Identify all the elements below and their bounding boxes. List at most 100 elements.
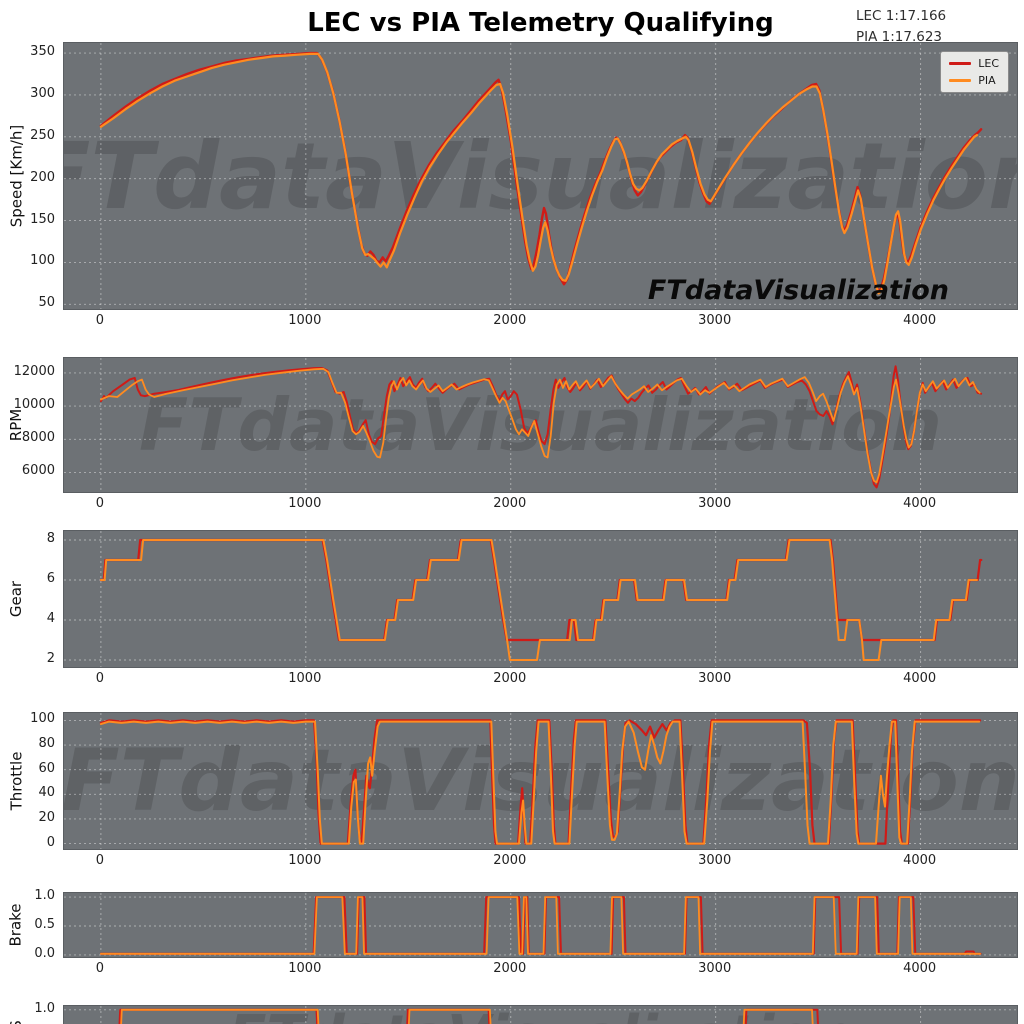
series-pia-speed: [99, 52, 979, 295]
chart-svg-drs: [64, 1006, 1017, 1024]
laptime-pia: PIA 1:17.623: [856, 28, 943, 45]
x-tick-labels-brake: 0 1000 2000 3000 4000: [63, 958, 1018, 978]
y-tick-speed-50: 50: [38, 295, 55, 311]
x-tick-3000: 3000: [698, 496, 732, 511]
x-tick-0: 0: [95, 496, 105, 511]
x-tick-4000: 4000: [903, 313, 937, 328]
chart-svg-rpm: [64, 358, 1017, 492]
x-tick-2000: 2000: [493, 961, 527, 976]
y-tick-rpm-10000: 10000: [13, 397, 55, 413]
y-tick-gear-8: 8: [46, 531, 55, 546]
x-tick-labels-speed: 0 1000 2000 3000 4000: [63, 310, 1018, 330]
y-tick-rpm-8000: 8000: [21, 430, 55, 446]
plot-area-drs: FTdataVisualization: [63, 1005, 1018, 1024]
x-tick-0: 0: [95, 853, 105, 868]
laptime-annotation: LEC 1:17.166 PIA 1:17.623: [856, 6, 946, 48]
y-tick-throttle-0: 0: [46, 834, 55, 850]
x-tick-4000: 4000: [903, 853, 937, 868]
y-tick-throttle-20: 20: [38, 809, 55, 825]
y-tick-speed-150: 150: [30, 211, 55, 227]
y-tick-speed-200: 200: [30, 169, 55, 185]
plot-area-gear: [63, 530, 1018, 668]
x-tick-2000: 2000: [493, 313, 527, 328]
panel-gear: Gear 2 4 6 8 0 1000 2000 3000 4000: [7, 530, 1018, 686]
laptime-lec: LEC 1:17.166: [856, 8, 947, 24]
x-tick-1000: 1000: [288, 671, 322, 686]
y-tick-rpm-12000: 12000: [13, 363, 55, 379]
x-tick-labels-gear: 0 1000 2000 3000 4000: [63, 668, 1018, 688]
y-tick-speed-100: 100: [30, 253, 55, 269]
y-tick-speed-350: 350: [30, 44, 55, 60]
x-tick-1000: 1000: [288, 313, 322, 328]
y-axis-label-gear: Gear: [7, 580, 25, 618]
x-tick-labels-throttle: 0 1000 2000 3000 4000: [63, 850, 1018, 870]
plot-area-brake: [63, 892, 1018, 958]
legend-label: LEC: [978, 57, 999, 70]
panel-speed: Speed [Km/h] FTdataVisualization LEC PIA FTd…: [7, 42, 1018, 328]
y-tick-speed-250: 250: [30, 127, 55, 143]
panel-brake: Brake 0.0 0.5 1.0 0 1000 2000 3000 4000: [7, 888, 1018, 976]
chart-svg-gear: [64, 531, 1017, 667]
y-tick-brake-0.5: 0.5: [34, 917, 55, 932]
series-lec-gear: [99, 538, 983, 642]
watermark-solid-text: FTdataVisualization: [647, 275, 949, 306]
y-tick-throttle-100: 100: [30, 711, 55, 727]
legend-item-lec: LEC: [949, 57, 999, 70]
legend: LEC PIA: [940, 51, 1009, 93]
chart-svg-throttle: [64, 713, 1017, 849]
series-lec-brake: [99, 896, 982, 955]
plot-area-rpm: FTdataVisualization: [63, 357, 1018, 493]
y-tick-drs-1.0: 1.0: [34, 1000, 55, 1016]
legend-item-pia: PIA: [949, 74, 999, 87]
series-lec-throttle: [99, 719, 982, 845]
x-tick-labels-rpm: 0 1000 2000 3000 4000: [63, 493, 1018, 513]
y-tick-brake-0.0: 0.0: [34, 945, 55, 961]
x-tick-4000: 4000: [903, 671, 937, 686]
x-tick-0: 0: [95, 961, 105, 976]
y-tick-brake-1.0: 1.0: [34, 888, 55, 904]
plot-area-throttle: FTdataVisualization: [63, 712, 1018, 850]
x-tick-2000: 2000: [493, 853, 527, 868]
y-tick-throttle-60: 60: [38, 760, 55, 776]
legend-line-icon: [949, 79, 972, 82]
series-pia-rpm: [100, 367, 981, 484]
y-tick-gear-2: 2: [46, 651, 55, 666]
x-tick-4000: 4000: [903, 961, 937, 976]
series-pia-gear: [99, 539, 978, 661]
x-tick-1000: 1000: [288, 961, 322, 976]
x-tick-3000: 3000: [698, 313, 732, 328]
legend-line-icon: [949, 62, 972, 65]
series-pia-throttle: [99, 720, 981, 845]
x-tick-1000: 1000: [288, 496, 322, 511]
y-tick-gear-4: 4: [46, 611, 55, 626]
y-tick-throttle-40: 40: [38, 785, 55, 801]
x-tick-4000: 4000: [903, 496, 937, 511]
series-lec-speed: [99, 51, 983, 293]
y-tick-rpm-6000: 6000: [21, 463, 55, 479]
panels-container: Speed [Km/h] FTdataVisualization LEC PIA FTd…: [0, 42, 1024, 1024]
x-tick-0: 0: [95, 671, 105, 686]
series-lec-rpm: [99, 365, 983, 489]
x-tick-2000: 2000: [493, 671, 527, 686]
panel-throttle: Throttle FTdataVisualization 0 20 40 60 80 100 0…: [7, 711, 1018, 868]
series-lec-drs: [118, 1008, 819, 1024]
panel-rpm: RPM FTdataVisualization 6000 8000 10000 12000…: [7, 357, 1018, 511]
x-tick-3000: 3000: [698, 853, 732, 868]
y-tick-speed-300: 300: [30, 85, 55, 101]
y-axis-label-throttle: Throttle: [7, 751, 25, 811]
y-tick-throttle-80: 80: [38, 736, 55, 752]
page-title: LEC vs PIA Telemetry Qualifying: [307, 8, 774, 38]
x-tick-3000: 3000: [698, 671, 732, 686]
x-tick-3000: 3000: [698, 961, 732, 976]
plot-area-speed: FTdataVisualization LEC PIA FTdataVisualiza…: [63, 42, 1018, 310]
chart-svg-speed: [64, 43, 1017, 309]
y-tick-gear-6: 6: [46, 571, 55, 586]
x-tick-1000: 1000: [288, 853, 322, 868]
panel-drs: DRSFTdataVisualization0.00.51.0010002000…: [7, 1001, 1018, 1024]
series-pia-brake: [100, 896, 981, 955]
legend-label: PIA: [978, 74, 996, 87]
chart-svg-brake: [64, 893, 1017, 957]
series-pia-drs: [120, 1008, 814, 1024]
x-tick-0: 0: [95, 313, 105, 328]
